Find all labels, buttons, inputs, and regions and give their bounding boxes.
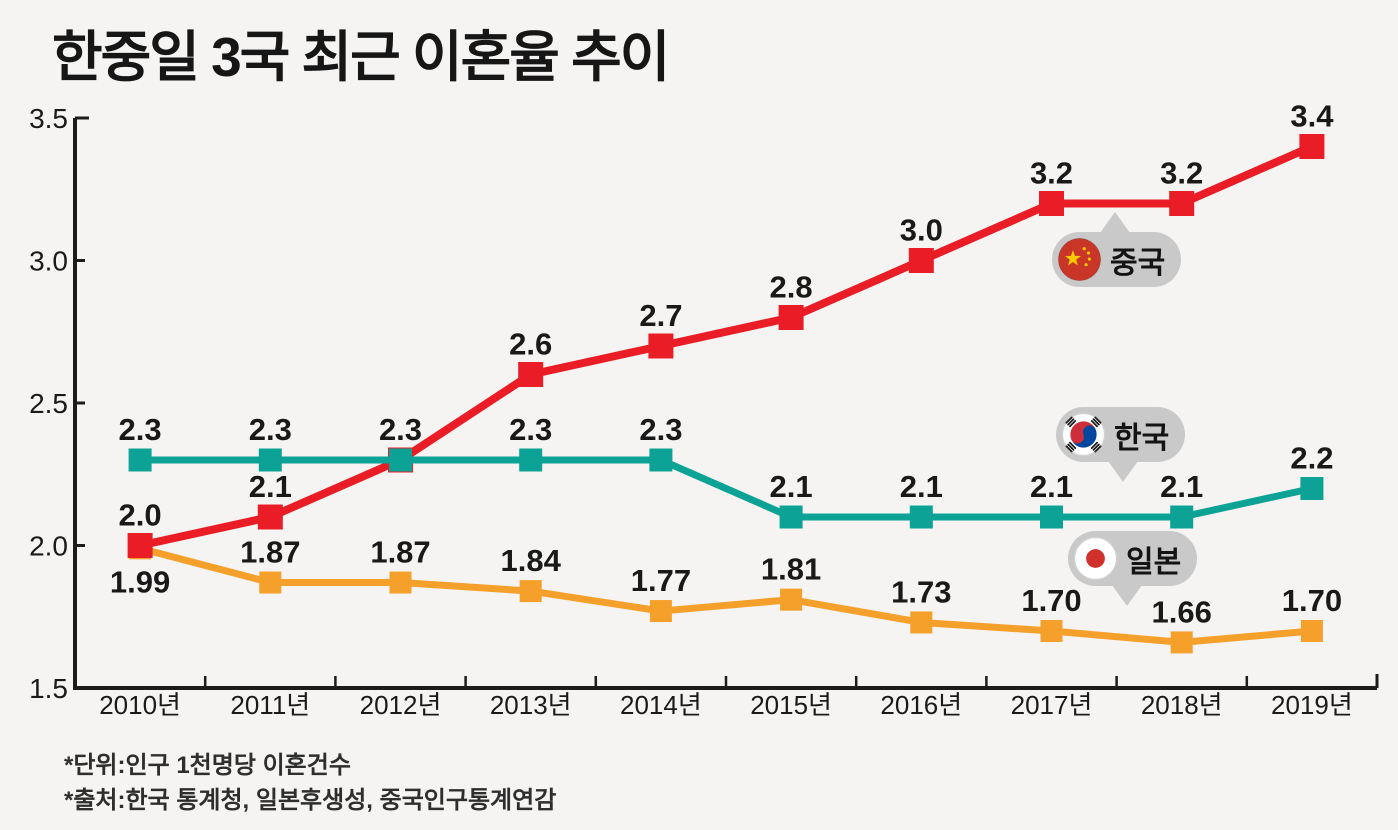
data-point-label: 2.3 [639, 412, 682, 447]
data-point-marker [648, 333, 674, 359]
data-point-marker [257, 504, 283, 530]
x-tick-label: 2010년 [99, 690, 181, 720]
y-tick-label: 1.5 [29, 673, 68, 704]
data-point-marker [1039, 191, 1064, 216]
data-point-label: 2.1 [249, 469, 292, 504]
x-tick-label: 2017년 [1011, 690, 1093, 720]
x-tick-label: 2018년 [1141, 690, 1223, 720]
data-point-marker [649, 600, 672, 623]
bubble-pointer-up-icon [1100, 212, 1130, 233]
data-point-label: 3.2 [1030, 156, 1073, 191]
legend-korea: 한국 [1056, 407, 1186, 482]
data-point-marker [1170, 631, 1193, 654]
data-point-label: 1.81 [761, 552, 821, 587]
data-point-marker [128, 448, 152, 472]
bubble-pointer-down-icon [1108, 461, 1138, 482]
y-tick-label: 2.5 [29, 388, 68, 419]
data-point-label: 2.7 [639, 298, 682, 333]
data-point-label: 2.1 [1030, 469, 1073, 504]
axes: 1.5 2.0 2.5 3.0 3.5 2010년 2011년 2012년 2013년 2014년… [29, 103, 1379, 720]
data-point-label: 2.8 [770, 270, 813, 305]
data-point-label: 1.87 [370, 535, 430, 570]
x-tick-label: 2013년 [490, 690, 572, 720]
footnote-source: *출처:한국 통계청, 일본후생성, 중국인구통계연감 [64, 787, 557, 814]
footnote-unit: *단위:인구 1천명당 이혼건수 [64, 752, 351, 779]
data-point-label: 2.1 [1160, 469, 1203, 504]
bubble-pointer-down-icon [1112, 585, 1142, 606]
data-point-label: 3.2 [1160, 156, 1203, 191]
x-tick-label: 2012년 [360, 690, 442, 720]
y-tick-label: 3.5 [29, 103, 68, 134]
data-point-marker [780, 588, 803, 611]
legend-korea-label: 한국 [1114, 421, 1170, 455]
data-point-marker [1169, 191, 1195, 216]
legend-japan-label: 일본 [1126, 545, 1182, 579]
legend-china: 중국 [1052, 212, 1182, 287]
data-point-marker [1170, 505, 1194, 529]
chart-title: 한중일 3국 최근 이혼율 추이 [52, 26, 670, 88]
data-point-label: 2.3 [379, 412, 422, 447]
data-point-marker [778, 305, 804, 330]
china-flag-icon [1057, 237, 1102, 282]
data-point-label: 1.70 [1021, 583, 1081, 618]
data-point-marker [1040, 620, 1063, 642]
data-point-label: 1.73 [891, 574, 951, 609]
data-point-marker [389, 448, 412, 472]
data-point-label: 1.77 [631, 563, 691, 598]
x-tick-label: 2016년 [880, 690, 962, 720]
footnotes: *단위:인구 1천명당 이혼건수 *출처:한국 통계청, 일본후생성, 중국인구… [64, 748, 556, 818]
legend-japan: 일본 [1068, 531, 1198, 606]
x-tick-label: 2015년 [750, 690, 832, 720]
data-point-marker [1300, 477, 1324, 500]
series-일본: 1.99 1.87 1.87 1.84 1.77 1.81 1.73 1.70 1.66 1.70 [110, 535, 1342, 654]
data-point-marker [779, 505, 803, 529]
korea-flag-icon [1061, 412, 1106, 457]
data-point-label: 2.1 [900, 469, 943, 504]
data-point-label: 3.0 [900, 213, 943, 248]
data-point-marker [259, 571, 282, 594]
series-한국: 2.3 2.3 2.3 2.3 2.3 2.1 2.1 2.1 2.1 2.2 [119, 412, 1333, 529]
data-point-marker [1040, 505, 1063, 529]
data-point-marker [519, 580, 542, 603]
data-point-label: 3.4 [1290, 99, 1334, 134]
japan-flag-icon [1073, 536, 1118, 581]
data-point-label: 2.3 [509, 412, 552, 447]
data-point-marker [519, 448, 543, 472]
data-point-marker [908, 248, 934, 273]
data-point-label: 2.3 [249, 412, 292, 447]
data-point-marker [910, 611, 933, 634]
data-point-label: 1.84 [501, 543, 562, 578]
data-point-label: 2.2 [1290, 441, 1333, 476]
data-point-marker [389, 571, 412, 594]
data-point-marker [1299, 134, 1325, 159]
data-point-label: 1.99 [110, 564, 170, 599]
data-point-label: 2.1 [770, 469, 813, 504]
data-point-marker [258, 448, 282, 472]
data-point-marker [1300, 620, 1323, 642]
legend-china-label: 중국 [1110, 246, 1166, 280]
data-point-marker [518, 362, 544, 387]
data-point-label: 2.6 [509, 327, 552, 362]
y-tick-label: 3.0 [29, 246, 68, 277]
data-point-label: 2.3 [119, 412, 162, 447]
data-point-marker [909, 505, 933, 529]
data-point-label: 1.70 [1282, 583, 1342, 618]
x-tick-label: 2014년 [620, 690, 702, 720]
y-tick-label: 2.0 [29, 531, 68, 562]
data-point-label: 1.66 [1152, 594, 1212, 629]
data-point-label: 2.0 [119, 498, 162, 533]
data-point-marker [649, 448, 673, 472]
x-tick-label: 2019년 [1271, 690, 1353, 720]
data-point-label: 1.87 [240, 535, 300, 570]
x-tick-label: 2011년 [230, 690, 310, 720]
data-point-marker [127, 533, 153, 558]
